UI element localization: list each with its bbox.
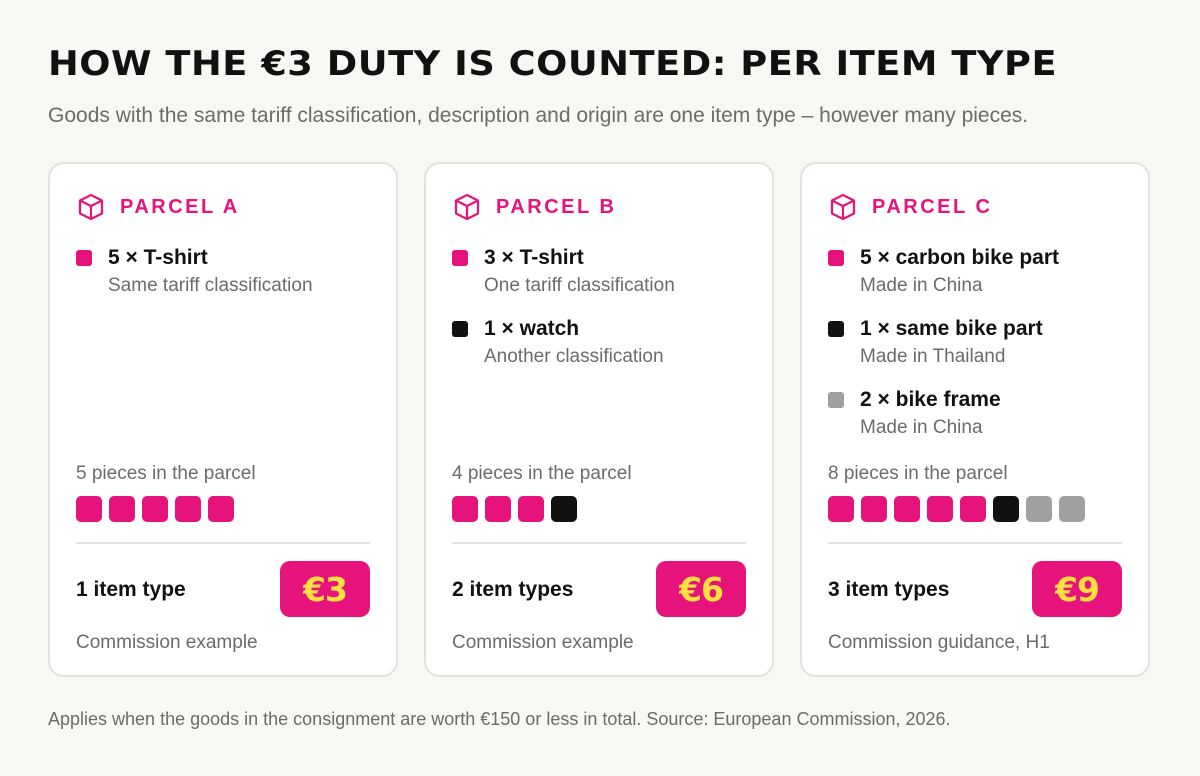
parcel-card-a: PARCEL A 5 × T-shirt Same tariff classif… (48, 162, 398, 677)
item-color-swatch (452, 321, 468, 337)
item-list: 5 × carbon bike part Made in China 1 × s… (828, 242, 1128, 455)
package-box-icon (454, 193, 480, 221)
item-color-swatch (76, 250, 92, 266)
pieces-row (76, 496, 234, 522)
piece-square (894, 496, 920, 522)
piece-square (142, 496, 168, 522)
divider (828, 542, 1122, 544)
item-types-count: 1 item type (76, 578, 186, 601)
item-color-swatch (452, 250, 468, 266)
item-label: 5 × carbon bike part (860, 246, 1059, 269)
item-types-count: 2 item types (452, 578, 574, 601)
item-description: One tariff classification (484, 275, 675, 296)
piece-square (927, 496, 953, 522)
piece-square (76, 496, 102, 522)
piece-square (993, 496, 1019, 522)
item-list: 5 × T-shirt Same tariff classification (76, 242, 376, 313)
item-description: Made in China (860, 417, 983, 438)
piece-square (1026, 496, 1052, 522)
parcel-title: PARCEL C (872, 195, 993, 218)
list-item: 1 × watch Another classification (452, 313, 752, 384)
list-item: 1 × same bike part Made in Thailand (828, 313, 1128, 384)
piece-square (518, 496, 544, 522)
list-item: 5 × T-shirt Same tariff classification (76, 242, 376, 313)
item-label: 2 × bike frame (860, 388, 1001, 411)
piece-square (960, 496, 986, 522)
item-description: Made in Thailand (860, 346, 1006, 367)
footnote: Applies when the goods in the consignmen… (48, 709, 951, 729)
item-color-swatch (828, 250, 844, 266)
piece-square (208, 496, 234, 522)
item-description: Another classification (484, 346, 664, 367)
parcel-header: PARCEL A (76, 192, 240, 222)
pieces-count-label: 5 pieces in the parcel (76, 463, 256, 484)
item-description: Made in China (860, 275, 983, 296)
pieces-count-label: 4 pieces in the parcel (452, 463, 632, 484)
piece-square (175, 496, 201, 522)
item-label: 1 × watch (484, 317, 580, 340)
piece-square (109, 496, 135, 522)
piece-square (485, 496, 511, 522)
pieces-row (828, 496, 1085, 522)
piece-square (861, 496, 887, 522)
item-label: 1 × same bike part (860, 317, 1043, 340)
source-note: Commission example (452, 632, 634, 653)
parcel-title: PARCEL A (120, 195, 240, 218)
piece-square (828, 496, 854, 522)
duty-price-badge: €9 (1032, 561, 1122, 617)
page-subtitle: Goods with the same tariff classificatio… (48, 104, 1029, 127)
item-label: 5 × T-shirt (108, 246, 208, 269)
list-item: 5 × carbon bike part Made in China (828, 242, 1128, 313)
piece-square (452, 496, 478, 522)
piece-square (1059, 496, 1085, 522)
duty-price-badge: €6 (656, 561, 746, 617)
item-types-count: 3 item types (828, 578, 950, 601)
page-title: HOW THE €3 DUTY IS COUNTED: PER ITEM TYP… (48, 44, 1058, 84)
source-note: Commission guidance, H1 (828, 632, 1050, 653)
parcel-card-b: PARCEL B 3 × T-shirt One tariff classifi… (424, 162, 774, 677)
parcel-header: PARCEL C (828, 192, 992, 222)
item-color-swatch (828, 321, 844, 337)
item-list: 3 × T-shirt One tariff classification 1 … (452, 242, 752, 384)
item-label: 3 × T-shirt (484, 246, 584, 269)
pieces-count-label: 8 pieces in the parcel (828, 463, 1008, 484)
parcel-title: PARCEL B (496, 195, 617, 218)
package-box-icon (78, 193, 104, 221)
item-color-swatch (828, 392, 844, 408)
pieces-row (452, 496, 577, 522)
package-box-icon (830, 193, 856, 221)
source-note: Commission example (76, 632, 258, 653)
parcel-header: PARCEL B (452, 192, 616, 222)
parcel-card-c: PARCEL C 5 × carbon bike part Made in Ch… (800, 162, 1150, 677)
divider (76, 542, 370, 544)
divider (452, 542, 746, 544)
list-item: 2 × bike frame Made in China (828, 384, 1128, 455)
item-description: Same tariff classification (108, 275, 313, 296)
list-item: 3 × T-shirt One tariff classification (452, 242, 752, 313)
duty-price-badge: €3 (280, 561, 370, 617)
piece-square (551, 496, 577, 522)
